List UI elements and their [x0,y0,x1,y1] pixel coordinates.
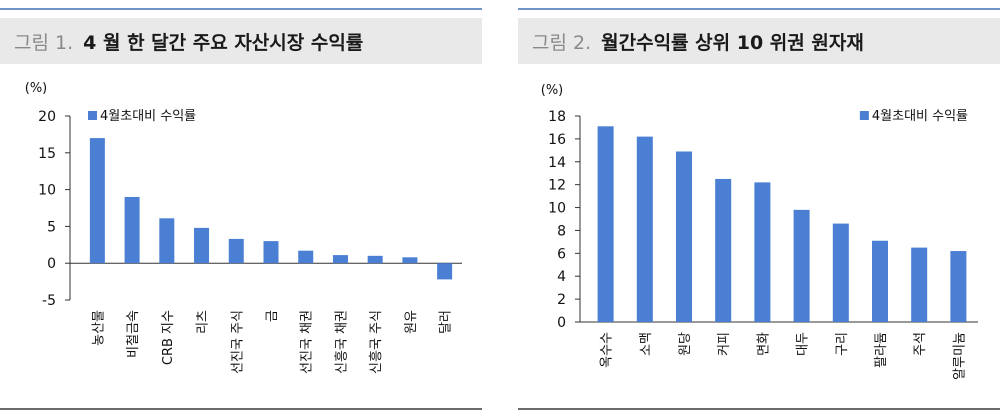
figure-1-panel: 그림 1. 4 월 한 달간 주요 자산시장 수익률 (%) -5 0 5 10 15 20… [0,0,482,416]
category-label: 금 [265,310,280,322]
bar-비철금속 [124,196,140,264]
y-unit-label: (%) [25,81,48,96]
y-tick-label: 2 [557,292,566,308]
bar-원유 [402,257,418,264]
y-tick-label: 14 [548,155,566,171]
y-tick-label: 4 [557,269,566,285]
bar-농산물 [89,138,105,264]
bar-면화 [754,182,771,322]
y-tick-label: 16 [548,132,566,148]
y-tick-label: 8 [557,223,566,239]
figure-2-header: 그림 2. 월간수익률 상위 10 위권 원자재 [518,18,1000,64]
y-tick-label: 10 [548,201,566,217]
figure-2-title: 월간수익률 상위 10 위권 원자재 [601,31,864,54]
bar-팔라듐 [872,240,888,322]
bar-선진국 채권 [298,250,314,264]
category-label: 신흥국 채권 [334,310,349,374]
category-label: 대두 [796,332,811,356]
category-label: 면화 [756,332,771,356]
y-tick-label: 0 [557,315,566,331]
bar-알루미늄 [950,251,967,322]
top-rule [518,8,1000,10]
bar-달러 [437,263,453,280]
category-label: 구리 [835,332,850,356]
y-unit-label: (%) [541,83,564,98]
y-tick-label: 18 [548,109,566,125]
bar-구리 [832,223,849,322]
category-label: 농산물 [91,310,106,346]
bar-대두 [793,209,810,322]
y-tick-label: 12 [548,178,566,194]
bar-선진국 주식 [228,238,244,264]
legend-swatch [88,111,97,120]
figure-1-chart: (%) -5 0 5 10 15 20 농산물 비철금속 CRB 지수 리츠 선진국 주식 금 선진국 채… [25,81,462,374]
category-label: 알루미늄 [952,332,967,380]
category-label: CRB 지수 [161,310,176,365]
bar-신흥국 채권 [332,255,348,264]
figure-2-panel: 그림 2. 월간수익률 상위 10 위권 원자재 (%) 0 2 4 6 8 10 12 14 1… [518,0,1000,416]
category-label: 커피 [717,332,732,356]
figure-1-number: 그림 1. [14,31,74,54]
category-label: 리츠 [196,310,211,334]
category-label: 달러 [439,310,454,334]
legend-swatch [859,111,869,120]
category-label: 옥수수 [600,332,615,368]
category-label: 원당 [678,332,693,356]
legend-label: 4월초대비 수익률 [100,109,196,124]
bar-커피 [715,178,732,322]
bar-CRB 지수 [159,218,175,264]
figure-2-number: 그림 2. [532,31,592,54]
y-tick-label: 10 [38,183,56,199]
bar-금 [263,241,279,264]
category-label: 주석 [913,332,928,356]
figure-2-chart: (%) 0 2 4 6 8 10 12 14 16 18 옥수수 소맥 원당 커피 면화 대두 구리 팔라듐 주석 알루… [541,83,978,380]
bar-옥수수 [597,126,614,322]
figure-1-header: 그림 1. 4 월 한 달간 주요 자산시장 수익률 [0,18,482,64]
bar-원당 [676,151,692,322]
bottom-rule [0,408,482,410]
category-label: 원유 [404,310,419,334]
y-tick-label: 5 [47,219,56,235]
category-label: 소맥 [639,332,654,356]
bar-신흥국 주식 [367,255,383,264]
category-label: 팔라듐 [874,332,889,368]
y-tick-label: 0 [47,256,56,272]
y-tick-label: 15 [38,146,56,162]
bar-리츠 [194,227,210,264]
category-label: 신흥국 주식 [369,310,384,374]
legend-label: 4월초대비 수익률 [872,109,968,124]
category-label: 비철금속 [126,310,141,358]
bottom-rule [518,408,1000,410]
category-label: 선진국 주식 [230,310,245,374]
bar-소맥 [636,136,653,322]
top-rule [0,8,482,10]
category-label: 선진국 채권 [300,310,315,374]
figure-1-title: 4 월 한 달간 주요 자산시장 수익률 [83,31,364,54]
y-tick-label: 6 [557,246,566,262]
y-tick-label: -5 [42,293,56,309]
bar-주석 [911,247,928,322]
y-tick-label: 20 [38,109,56,125]
